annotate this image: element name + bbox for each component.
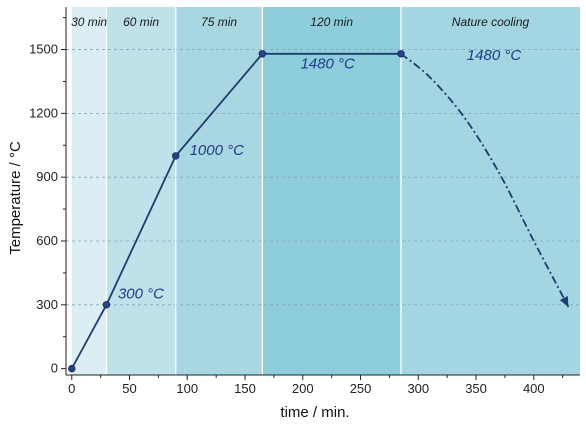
stage-band-4	[400, 7, 580, 375]
x-tick-label-2: 100	[176, 381, 198, 396]
data-point-1	[102, 301, 111, 309]
y-tick-label-3: 900	[36, 169, 58, 184]
annotation-1: 1000 °C	[190, 142, 245, 159]
data-point-4	[397, 50, 405, 58]
data-point-2	[172, 152, 180, 160]
cooling-arrow-head	[559, 295, 569, 307]
stage-band-1	[106, 7, 176, 375]
stage-label-2: 75 min	[201, 15, 237, 29]
x-tick-label-6: 300	[407, 381, 429, 396]
x-tick-label-3: 150	[234, 381, 256, 396]
data-point-3	[258, 50, 267, 58]
stage-label-0: 30 min	[71, 15, 107, 29]
stage-bands	[71, 7, 580, 375]
y-tick-label-1: 300	[36, 297, 58, 312]
x-tick-label-5: 250	[350, 381, 372, 396]
x-tick-label-1: 50	[122, 381, 136, 396]
stage-separators	[105, 7, 402, 375]
stage-band-2	[175, 7, 263, 375]
y-axis-label: Temperature / °C	[7, 141, 24, 255]
annotations: 300 °C 1000 °C 1480 °C 1480 °C	[118, 47, 521, 302]
y-tick-label-5: 1500	[29, 42, 58, 57]
axes	[61, 7, 580, 380]
stage-band-0	[71, 7, 107, 375]
x-tick-label-8: 400	[523, 381, 545, 396]
y-tick-label-0: 0	[51, 361, 58, 376]
data-series	[68, 50, 570, 373]
stage-label-1: 60 min	[123, 15, 159, 29]
stage-labels: 30 min 60 min 75 min 120 min Nature cooling	[71, 15, 529, 29]
x-tick-label-0: 0	[68, 381, 75, 396]
tick-labels: 0 50 100 150 200 250 300 350 400 0 300 600 900 1200 15…	[29, 42, 545, 396]
data-point-0	[68, 364, 76, 373]
stage-band-3	[262, 7, 401, 375]
x-tick-label-4: 200	[292, 381, 314, 396]
x-tick-label-7: 350	[465, 381, 487, 396]
cooling-curve	[400, 53, 570, 308]
annotation-2: 1480 °C	[300, 56, 355, 73]
y-tick-label-2: 600	[36, 233, 58, 248]
annotation-0: 300 °C	[118, 285, 164, 302]
annotation-3: 1480 °C	[467, 47, 522, 64]
stage-label-4: Nature cooling	[452, 15, 530, 29]
x-axis-label: time / min.	[280, 404, 349, 421]
stage-label-3: 120 min	[310, 15, 353, 29]
grid-lines	[66, 49, 580, 306]
y-tick-label-4: 1200	[29, 105, 58, 120]
